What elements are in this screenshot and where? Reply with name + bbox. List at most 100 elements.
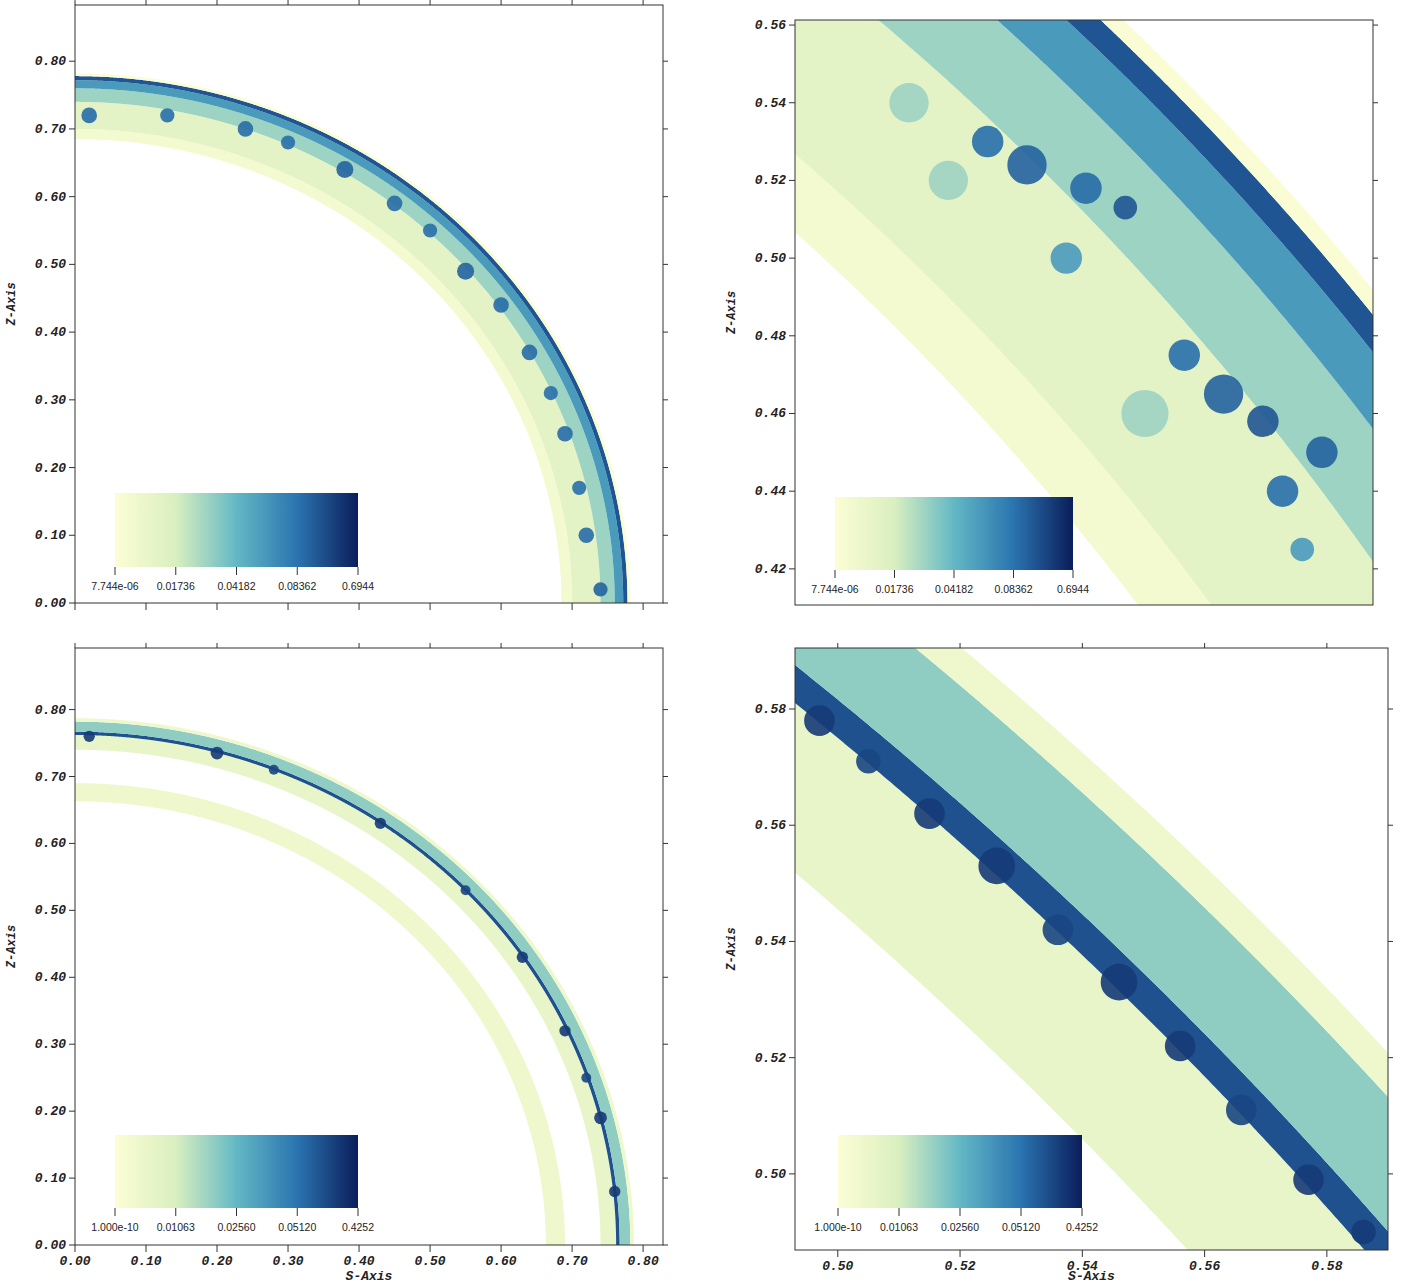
colorbar-tick-label: 0.4252	[342, 1221, 374, 1233]
mixing-clump	[557, 426, 573, 442]
data-layer	[795, 20, 1373, 605]
x-tick-top	[146, 0, 147, 5]
y-tick-label: 0.54	[755, 96, 786, 111]
y-tick-right	[663, 1245, 668, 1246]
y-tick-label: 0.10	[35, 528, 66, 543]
x-tick-label: 0.52	[944, 1259, 975, 1274]
x-tick-top	[75, 643, 76, 648]
mixing-clump	[1169, 340, 1200, 371]
x-tick	[146, 603, 147, 610]
colorbar-tick-label: 0.01736	[157, 580, 195, 592]
x-tick-top	[572, 643, 573, 648]
x-axis-title: S-Axis	[1068, 1269, 1115, 1284]
mixing-clump	[1070, 172, 1101, 203]
mixing-clump	[1293, 1164, 1324, 1195]
x-tick-top	[837, 643, 838, 648]
colorbar-tick	[175, 1208, 176, 1216]
y-tick	[69, 196, 75, 197]
colorbar-tick-label: 0.04182	[218, 580, 256, 592]
x-tick-label: 0.60	[485, 1254, 516, 1269]
x-tick-top	[359, 643, 360, 648]
y-tick	[789, 1057, 795, 1058]
shell-ring	[795, 648, 1388, 1250]
panel: 0.000.100.200.300.400.500.600.700.80Z-Ax…	[5, 0, 668, 611]
mixing-clump	[81, 108, 97, 124]
panel: 0.500.520.540.560.580.500.520.540.560.58…	[0, 0, 1403, 1286]
y-tick-label: 0.60	[35, 836, 66, 851]
mixing-clump	[889, 83, 928, 122]
plot-background	[75, 648, 663, 1245]
x-tick-top	[1204, 643, 1205, 648]
colorbar-tick	[1013, 570, 1014, 578]
x-tick	[359, 603, 360, 610]
y-axis-title: Z-Axis	[725, 927, 739, 971]
y-tick-right	[663, 1044, 668, 1045]
shell-ring	[75, 76, 627, 603]
colorbar-tick-label: 0.01063	[157, 1221, 195, 1233]
plot-frame	[795, 20, 1373, 605]
y-tick	[69, 1044, 75, 1045]
mixing-clump	[804, 705, 835, 736]
mixing-clump	[387, 196, 403, 212]
shell-ring	[795, 20, 1373, 605]
y-tick-label: 0.80	[35, 54, 66, 69]
colorbar-tick	[236, 567, 237, 575]
mixing-clump	[493, 297, 509, 313]
y-tick	[789, 413, 795, 414]
y-tick-label: 0.44	[755, 484, 786, 499]
y-tick-label: 0.70	[35, 122, 66, 137]
y-tick-right	[1388, 1057, 1393, 1058]
colorbar-tick	[297, 1208, 298, 1216]
mixing-clump	[269, 765, 279, 775]
x-tick-label: 0.10	[130, 1254, 161, 1269]
y-tick-label: 0.54	[755, 934, 786, 949]
y-tick	[69, 910, 75, 911]
x-tick-label: 0.80	[628, 1254, 659, 1269]
x-tick-top	[146, 643, 147, 648]
y-tick-right	[663, 843, 668, 844]
y-tick-label: 0.50	[35, 257, 66, 272]
x-tick	[146, 1245, 147, 1252]
x-tick-label: 0.20	[201, 1254, 232, 1269]
y-tick	[69, 61, 75, 62]
y-tick-label: 0.50	[755, 1167, 786, 1182]
y-tick-label: 0.52	[755, 173, 786, 188]
y-tick-label: 0.56	[755, 18, 786, 33]
y-tick-label: 0.60	[35, 190, 66, 205]
y-tick	[69, 843, 75, 844]
plot-background	[75, 5, 663, 603]
mixing-clump	[572, 481, 586, 495]
y-tick-right	[663, 977, 668, 978]
y-tick-right	[663, 61, 668, 62]
x-tick	[501, 1245, 502, 1252]
y-tick	[69, 332, 75, 333]
y-tick	[69, 977, 75, 978]
mixing-clump	[1290, 538, 1314, 562]
mixing-clump	[457, 263, 474, 280]
x-tick	[217, 603, 218, 610]
colorbar-tick-label: 0.02560	[218, 1221, 256, 1233]
colorbar-bar	[115, 493, 358, 567]
colorbar-tick-label: 0.08362	[278, 580, 316, 592]
mixing-clump	[578, 527, 594, 543]
y-tick-right	[663, 1178, 668, 1179]
y-tick-label: 0.46	[755, 406, 786, 421]
x-tick-top	[572, 0, 573, 5]
y-tick	[69, 1178, 75, 1179]
mixing-clump	[1165, 1031, 1196, 1062]
shell-ring	[75, 783, 565, 1245]
shell-ring	[75, 732, 620, 1245]
colorbar-tick-label: 0.05120	[1002, 1221, 1040, 1233]
shell-ring	[75, 722, 630, 1245]
x-tick-label: 0.70	[556, 1254, 587, 1269]
x-tick-top	[217, 643, 218, 648]
shell-ring	[75, 88, 615, 603]
y-tick-label: 0.52	[755, 1051, 786, 1066]
x-tick-top	[501, 643, 502, 648]
plot-frame	[75, 5, 663, 603]
colorbar-tick	[899, 1208, 900, 1216]
mixing-clump	[1267, 475, 1298, 506]
panel: 0.000.100.200.300.400.500.600.700.800.00…	[5, 643, 668, 1284]
colorbar-tick-label: 0.01063	[880, 1221, 918, 1233]
y-tick-right	[1373, 568, 1378, 569]
